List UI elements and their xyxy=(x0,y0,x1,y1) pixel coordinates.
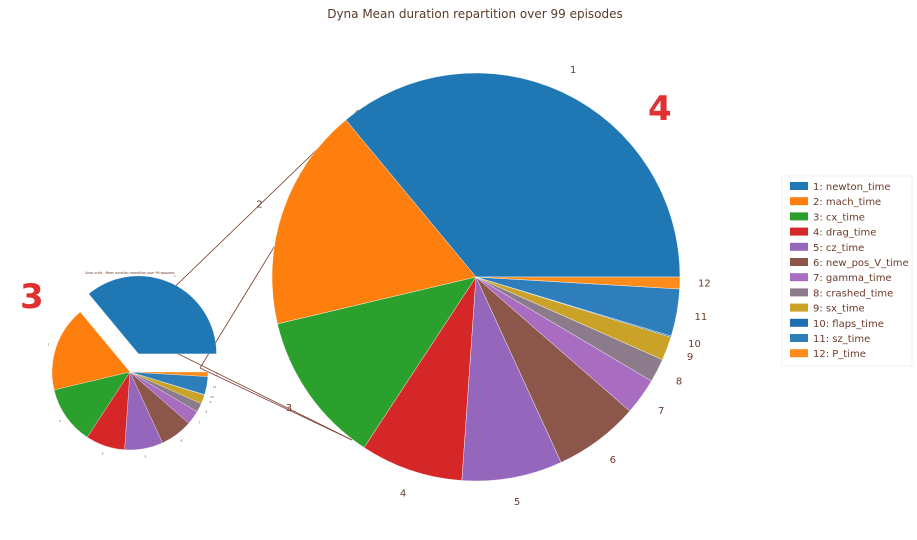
legend-label-4: 4: drag_time xyxy=(813,228,876,239)
slice-2 xyxy=(271,119,477,325)
legend: 1: newton_time 2: mach_time 3: cx_time 4: d… xyxy=(781,175,913,367)
legend-swatch-2 xyxy=(790,197,808,206)
mini-slice-label-2: 2 xyxy=(48,343,50,347)
legend-swatch-1 xyxy=(790,182,808,190)
mini-slice-label-9: 9 xyxy=(209,400,211,404)
legend-label-11: 11: sz_time xyxy=(813,334,870,345)
legend-swatch-4 xyxy=(790,227,808,236)
annotation-right: 4 xyxy=(648,89,672,129)
legend-label-8: 8: crashed_time xyxy=(813,288,893,299)
mini-slice-label-10: 10 xyxy=(210,395,214,399)
legend-swatch-5 xyxy=(790,242,808,251)
slice-label-3: 3 xyxy=(286,403,292,414)
legend-swatch-3 xyxy=(790,212,808,221)
mini-slice-label-12: 12 xyxy=(214,373,218,377)
mini-slice-label-3: 3 xyxy=(59,419,61,423)
slice-label-7: 7 xyxy=(658,406,664,417)
slice-4 xyxy=(363,276,477,481)
mini-pie-chart: Actor-critic · Mean duration repartition… xyxy=(48,271,218,458)
main-pie-chart xyxy=(271,72,681,482)
legend-label-9: 9: sx_time xyxy=(813,304,865,315)
mini-slice-label-8: 8 xyxy=(205,409,207,413)
legend-label-7: 7: gamma_time xyxy=(813,273,892,284)
legend-swatch-10 xyxy=(790,318,808,327)
legend-label-2: 2: mach_time xyxy=(813,197,881,208)
legend-swatch-8 xyxy=(790,288,808,297)
mini-slice-label-4: 4 xyxy=(102,451,104,455)
mini-slice-1 xyxy=(88,275,217,355)
mini-slice-3 xyxy=(53,371,131,438)
mini-slice-label-5: 5 xyxy=(144,454,146,458)
mini-slice-label-1: 1 xyxy=(174,274,176,278)
legend-swatch-12 xyxy=(790,349,808,358)
slice-12 xyxy=(475,276,681,290)
mini-slice-label-6: 6 xyxy=(180,439,182,443)
annotation-left: 3 xyxy=(20,277,44,317)
legend-swatch-11 xyxy=(790,334,808,342)
legend-label-6: 6: new_pos_V_time xyxy=(813,258,909,269)
legend-label-1: 1: newton_time xyxy=(813,182,891,193)
legend-swatch-7 xyxy=(790,273,808,282)
slice-label-6: 6 xyxy=(610,455,616,466)
legend-label-3: 3: cx_time xyxy=(813,212,865,223)
legend-swatch-9 xyxy=(790,303,808,312)
slice-3 xyxy=(277,276,477,448)
slice-label-10: 10 xyxy=(688,339,701,350)
connector-line-4 xyxy=(199,367,353,441)
legend-swatch-6 xyxy=(790,258,808,266)
legend-label-12: 12: P_time xyxy=(813,349,866,360)
slice-label-12: 12 xyxy=(698,279,711,290)
chart-title: Dyna Mean duration repartition over 99 e… xyxy=(327,7,623,21)
slice-1 xyxy=(345,72,681,278)
legend-label-10: 10: flaps_time xyxy=(813,319,884,330)
slice-label-5: 5 xyxy=(514,497,520,508)
slice-5 xyxy=(461,276,562,482)
slice-label-4: 4 xyxy=(400,489,406,500)
mini-slice-12 xyxy=(129,371,209,377)
mini-slice-label-11: 11 xyxy=(213,385,217,389)
slice-label-11: 11 xyxy=(695,312,708,323)
slice-label-9: 9 xyxy=(687,352,693,363)
mini-slice-2 xyxy=(51,311,131,391)
slice-label-1: 1 xyxy=(570,65,576,76)
slice-label-8: 8 xyxy=(676,377,682,388)
mini-slice-label-7: 7 xyxy=(199,420,201,424)
mini-chart-title: Actor-critic · Mean duration repartition… xyxy=(85,271,175,275)
slice-label-2: 2 xyxy=(256,199,262,210)
legend-label-5: 5: cz_time xyxy=(813,243,864,254)
